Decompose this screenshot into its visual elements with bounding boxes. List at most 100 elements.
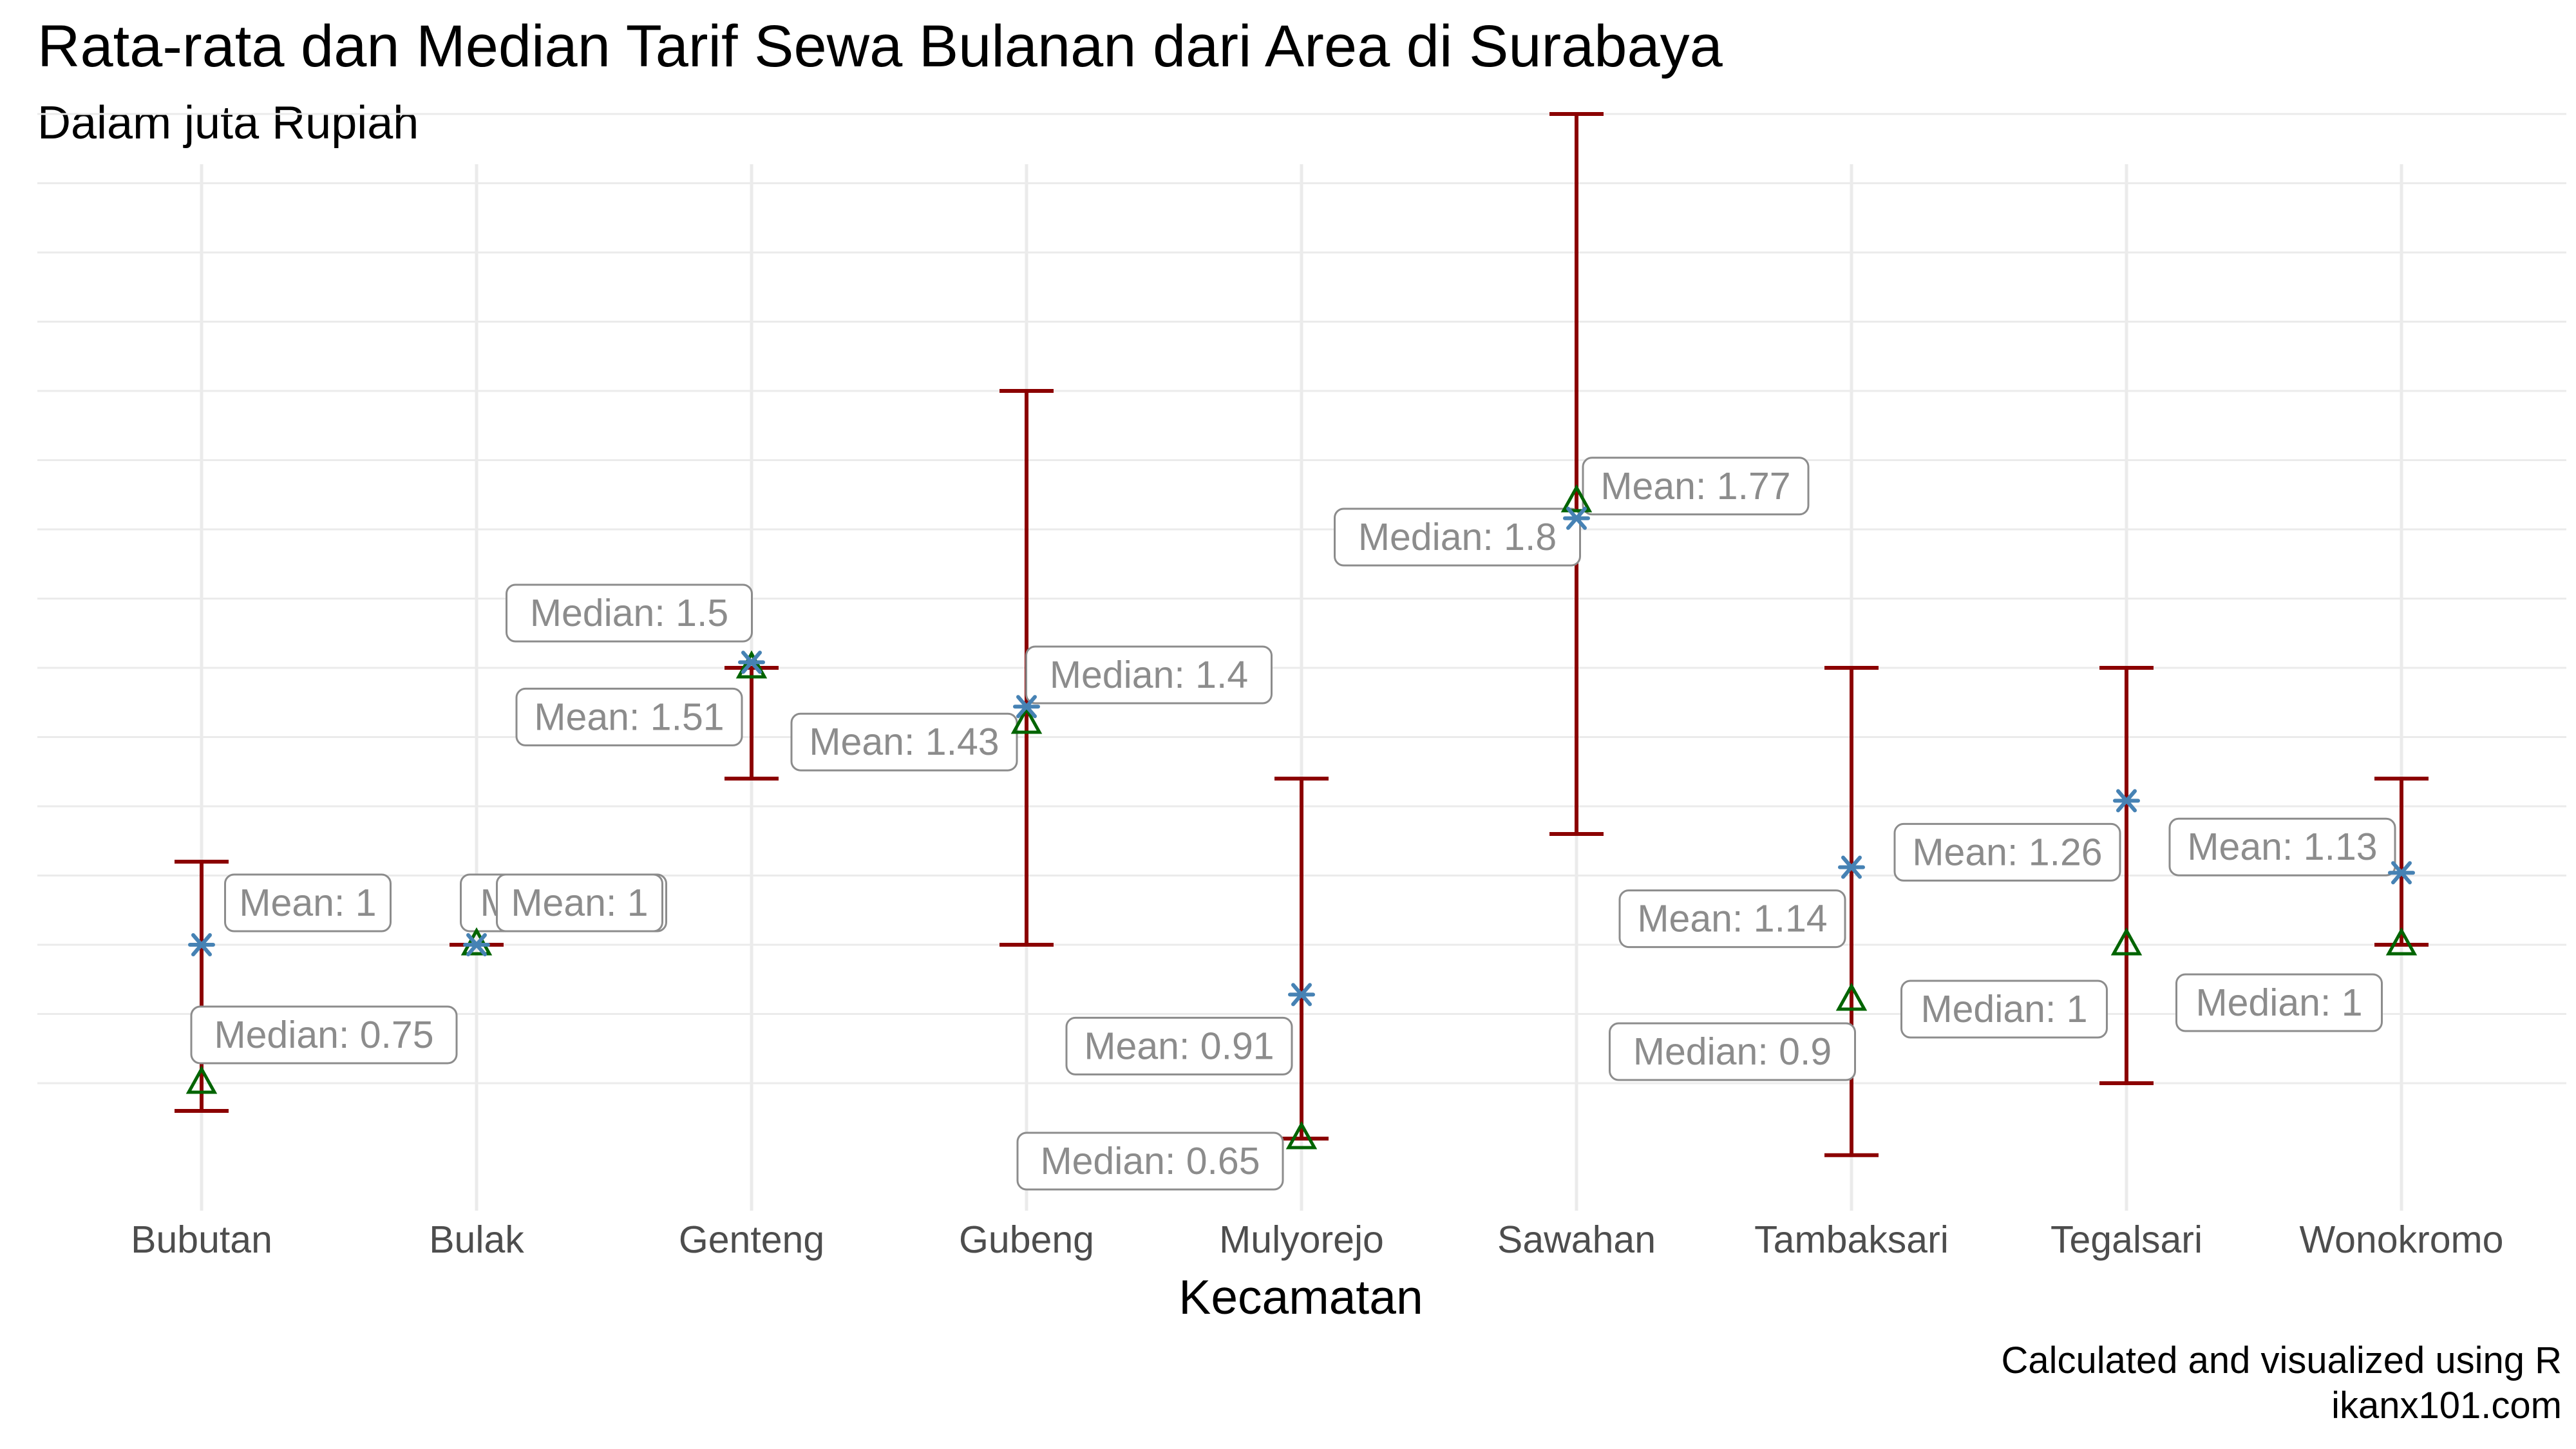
mean-label-text: Mean: 0.91 (1084, 1025, 1274, 1067)
mean-label-text: Mean: 1.51 (534, 696, 724, 738)
mean-label-box (496, 873, 663, 933)
mean-label-text: Mean: 1.43 (809, 721, 999, 763)
median-label-text: Median: 0.75 (214, 1014, 433, 1056)
x-tick-label: Tambaksari (1754, 1218, 1949, 1261)
median-label: Median: 1.4 (1025, 645, 1273, 705)
median-label: Median: 1.8 (1334, 507, 1581, 567)
mean-point-stroke (1566, 506, 1587, 530)
mean-point-stroke (191, 933, 212, 956)
x-tick-label: Genteng (679, 1218, 824, 1261)
mean-label-box (1065, 1016, 1293, 1075)
median-point (1560, 484, 1593, 513)
x-axis-title: Kecamatan (1179, 1270, 1423, 1324)
mean-label: Mean: 1 (224, 873, 392, 933)
mean-label: Mean: 1.26 (1893, 822, 2121, 882)
mean-point-stroke (741, 650, 762, 674)
errorbar-sawahan (1549, 112, 1604, 836)
errorbar-bubutan (175, 860, 229, 1113)
mean-label-text: Mean: 1.77 (1600, 465, 1790, 507)
x-tick-label: Sawahan (1497, 1218, 1656, 1261)
median-label-box (190, 1005, 458, 1065)
mean-label: Mean: 1.51 (515, 687, 743, 746)
mean-point-stroke (1291, 983, 1312, 1007)
x-axis: Bubutan Bulak Genteng Gubeng Mulyorejo Sawaha… (131, 1218, 2503, 1261)
median-label: Median: 1.5 (506, 583, 753, 643)
mean-label-box (224, 873, 392, 933)
errorbar-tegalsari (2099, 666, 2154, 1085)
mean-point (738, 650, 765, 674)
x-tick-label: Wonokromo (2300, 1218, 2504, 1261)
median-label-box (1016, 1132, 1284, 1191)
x-tick-label: Gubeng (959, 1218, 1094, 1261)
mean-point-stroke (1841, 855, 1862, 879)
median-label: Median: 0.75 (190, 1005, 458, 1065)
mean-label: Mean: 1.13 (2168, 817, 2396, 876)
median-label-box (506, 583, 753, 643)
mean-label: Mean: 1.14 (1618, 889, 1846, 949)
errorbar-wonokromo (2374, 777, 2429, 947)
errorbar-layer (175, 112, 2429, 1157)
mean-label-text: Mean: 1 (511, 882, 648, 924)
x-tick-label: Bulak (429, 1218, 524, 1261)
point-layer (185, 484, 2418, 1150)
mean-label: Mean: 1.77 (1582, 457, 1810, 516)
caption-line-2: ikanx101.com (2331, 1385, 2562, 1426)
mean-label-box (515, 687, 743, 746)
mean-label-box (2168, 817, 2396, 876)
mean-label: Mean: 0.91 (1065, 1016, 1293, 1075)
errorbar-mulyorejo (1274, 777, 1329, 1141)
mean-label: Mean: 1.43 (790, 712, 1018, 772)
mean-label-box (790, 712, 1018, 772)
mean-label-text: Mean: 1.14 (1637, 898, 1827, 940)
mean-point-stroke (2116, 789, 2137, 813)
mean-label-box (1582, 457, 1810, 516)
mean-point (1838, 855, 1865, 879)
median-point (735, 650, 768, 679)
median-label-box (2175, 973, 2383, 1032)
median-label: Median: 0.9 (1609, 1022, 1856, 1081)
median-label-text: Median: 1 (1920, 988, 2087, 1030)
mean-point-stroke (2391, 861, 2412, 885)
chart-subtitle: Dalam juta Rupiah (37, 97, 419, 149)
mean-point-stroke (466, 933, 487, 956)
median-point (1835, 982, 1868, 1011)
mean-label: Mean: 1 (496, 873, 663, 933)
caption: Calculated and visualized using R ikanx1… (2001, 1338, 2562, 1428)
mean-point (1013, 695, 1040, 719)
mean-label-text: Mean: 1.26 (1912, 831, 2102, 873)
chart-title: Rata-rata dan Median Tarif Sewa Bulanan … (37, 14, 1723, 79)
mean-label-text: Mean: 1 (239, 882, 376, 924)
median-label-box (1900, 980, 2108, 1039)
median-label: Median: 1 (2175, 973, 2383, 1032)
mean-point-stroke (1016, 695, 1037, 719)
median-label-box (1609, 1022, 1856, 1081)
median-label-text: Median: 1 (2195, 981, 2362, 1024)
median-point (460, 927, 493, 956)
mean-label-box (1893, 822, 2121, 882)
median-point (2110, 927, 2143, 956)
median-label-text: Median: 0.65 (1040, 1140, 1260, 1182)
mean-point (188, 933, 215, 956)
mean-point (463, 933, 490, 956)
mean-point (2113, 789, 2140, 813)
median-label: Median: 1 (1900, 980, 2108, 1039)
x-tick-label: Tegalsari (2050, 1218, 2202, 1261)
median-point (185, 1065, 218, 1094)
errorbar-genteng (724, 666, 779, 781)
mean-point (2388, 861, 2415, 885)
x-tick-label: Mulyorejo (1219, 1218, 1384, 1261)
median-label-box (1025, 645, 1273, 705)
median-label-text: Median: 0.9 (1633, 1030, 1832, 1073)
mean-point (1288, 983, 1315, 1007)
label-layer: Median: 0.75 Mean: 1 Median: 1 Mean: 1 Media… (190, 457, 2396, 1191)
mean-point (1563, 506, 1590, 530)
mean-label-text: Mean: 1.13 (2187, 826, 2377, 868)
median-point (1010, 705, 1043, 734)
mean-label-box (1618, 889, 1846, 949)
median-label-text: Median: 1.5 (530, 592, 728, 634)
median-label-text: Median: 1.4 (1050, 654, 1248, 696)
median-label: Median: 0.65 (1016, 1132, 1284, 1191)
median-point (2385, 927, 2418, 956)
median-label-text: Median: 1.8 (1358, 516, 1557, 558)
